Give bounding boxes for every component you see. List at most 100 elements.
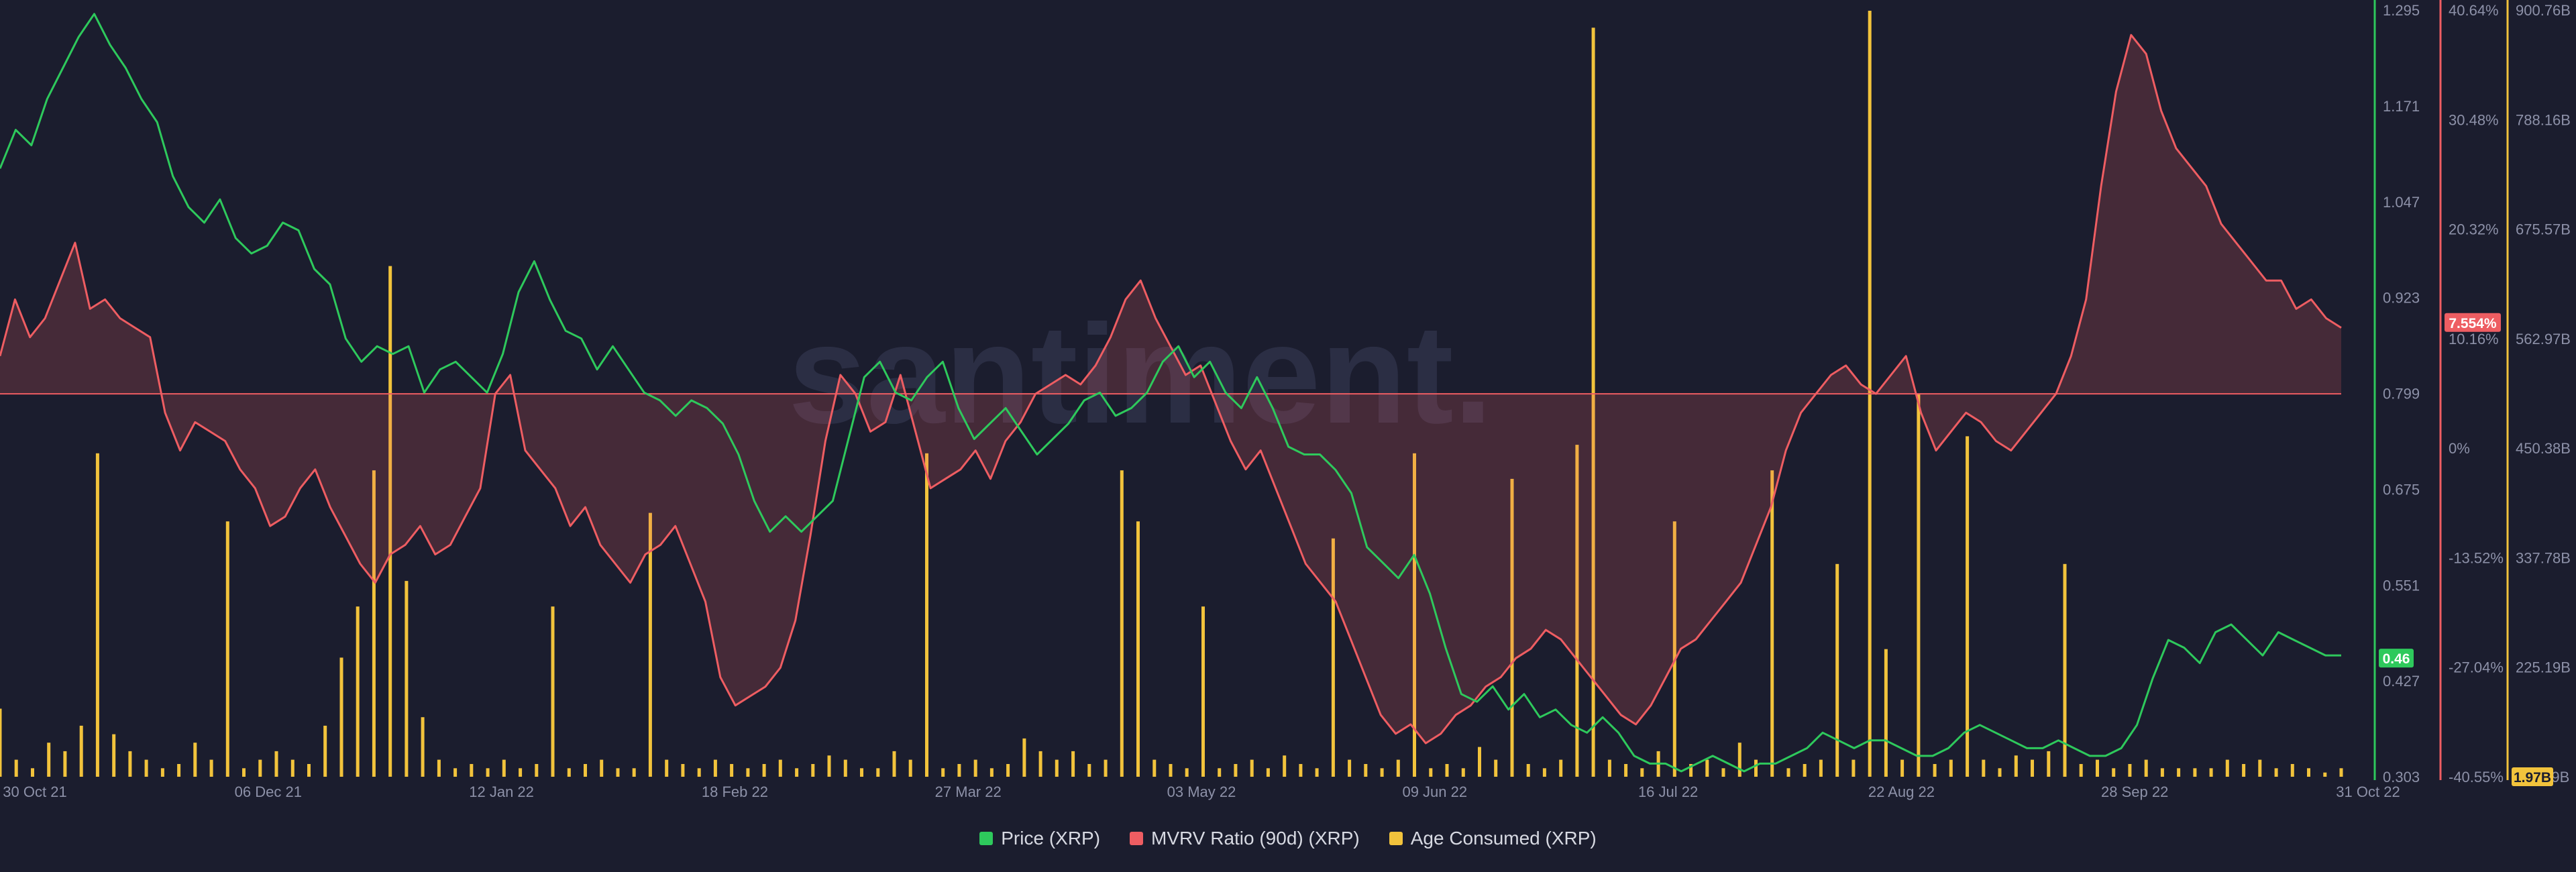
mvrv-badge-bg <box>2445 313 2501 332</box>
age-consumed-bar <box>1120 470 1124 777</box>
age-consumed-bar <box>2160 768 2164 777</box>
age-consumed-bar <box>307 764 311 777</box>
age-consumed-bar <box>405 581 409 777</box>
age-consumed-bar <box>2307 768 2310 777</box>
age-consumed-bar <box>1607 759 1611 777</box>
x-axis-tick: 31 Oct 22 <box>2336 783 2400 800</box>
legend-item-age[interactable]: Age Consumed (XRP) <box>1389 828 1597 849</box>
age-consumed-bar <box>1413 453 1416 777</box>
legend-item-price[interactable]: Price (XRP) <box>979 828 1100 849</box>
age-consumed-bar <box>2128 764 2132 777</box>
age-consumed-bar <box>1851 759 1856 777</box>
watermark: santiment. <box>788 295 1493 453</box>
age-consumed-bar <box>1396 759 1400 777</box>
age-consumed-bar <box>225 521 229 777</box>
mvrv-series <box>0 34 2342 745</box>
x-axis-tick: 06 Dec 21 <box>235 783 302 800</box>
age-consumed-bar <box>1152 759 1157 777</box>
x-axis-tick: 03 May 22 <box>1167 783 1236 800</box>
age-consumed-bar <box>1721 768 1725 777</box>
age-consumed-bar <box>1966 436 1970 777</box>
age-consumed-bar <box>274 751 278 777</box>
age-consumed-bar <box>697 768 701 777</box>
price-axis-tick: 0.799 <box>2383 386 2420 402</box>
age-axis-tick: 225.19B <box>2516 659 2571 676</box>
x-axis-tick: 18 Feb 22 <box>702 783 768 800</box>
age-consumed-bar <box>2323 772 2327 777</box>
age-consumed-bar <box>1104 759 1108 777</box>
age-consumed-bar <box>242 768 246 777</box>
age-consumed-bar <box>989 768 994 777</box>
price-axis-tick: 0.427 <box>2383 673 2420 690</box>
age-consumed-bar <box>746 768 750 777</box>
age-consumed-bar <box>2258 759 2262 777</box>
age-consumed-bar <box>1380 768 1384 777</box>
age-consumed-bar <box>2079 764 2083 777</box>
age-consumed-bar <box>713 759 717 777</box>
age-consumed-bar <box>730 764 734 777</box>
age-consumed-bar <box>519 768 523 777</box>
age-consumed-bar <box>2242 764 2246 777</box>
price-badge-bg <box>2379 649 2414 668</box>
price-axis-tick: 0.551 <box>2383 577 2420 594</box>
age-consumed-bar <box>1185 768 1189 777</box>
age-consumed-bar <box>584 764 587 777</box>
age-consumed-bar <box>2047 751 2051 777</box>
age-consumed-bar <box>1559 759 1563 777</box>
age-consumed-bar <box>290 759 294 777</box>
age-consumed-bar <box>388 266 392 777</box>
age-consumed-bar <box>1640 768 1644 777</box>
legend-label-age: Age Consumed (XRP) <box>1410 828 1597 849</box>
age-consumed-bar <box>2031 759 2034 777</box>
age-consumed-bar <box>1982 759 1986 777</box>
age-consumed-bar <box>1445 764 1449 777</box>
legend-label-mvrv: MVRV Ratio (90d) (XRP) <box>1151 828 1360 849</box>
age-consumed-bar <box>1055 759 1059 777</box>
mvrv-axis-tick: 30.48% <box>2449 111 2499 128</box>
age-consumed-bar <box>144 759 148 777</box>
age-consumed-bar <box>551 606 555 777</box>
age-consumed-bar <box>1575 445 1579 777</box>
age-consumed-bar <box>1169 764 1173 777</box>
age-consumed-bar <box>47 743 51 777</box>
age-consumed-bar <box>681 764 685 777</box>
age-consumed-bar <box>1803 764 1807 777</box>
axis-badges: 0.46 7.554% 1.97B <box>2379 313 2553 786</box>
age-consumed-bar <box>973 759 977 777</box>
age-consumed-bar <box>486 768 490 777</box>
age-axis-tick: 788.16B <box>2516 111 2571 128</box>
age-consumed-bar <box>1526 764 1530 777</box>
age-consumed-bar <box>160 768 164 777</box>
mvrv-axis-tick: 0% <box>2449 440 2470 457</box>
age-consumed-bar <box>1835 563 1839 777</box>
age-consumed-bar <box>2225 759 2229 777</box>
age-consumed-bar <box>1038 751 1042 777</box>
age-consumed-bar <box>177 764 181 777</box>
age-axis-tick: 337.78B <box>2516 549 2571 566</box>
age-consumed-bar <box>2339 768 2343 777</box>
age-consumed-bar <box>2274 768 2278 777</box>
x-axis: 30 Oct 21 06 Dec 21 12 Jan 22 18 Feb 22 27 M… <box>3 783 2400 800</box>
age-consumed-bar <box>827 755 831 777</box>
age-axis-tick: 562.97B <box>2516 331 2571 347</box>
mvrv-axis-tick: -40.55% <box>2449 769 2504 785</box>
age-consumed-bar <box>437 759 441 777</box>
age-consumed-bar <box>339 657 343 777</box>
price-axis-tick: 0.675 <box>2383 481 2420 498</box>
x-axis-tick: 27 Mar 22 <box>935 783 1002 800</box>
age-consumed-bar <box>1900 759 1904 777</box>
age-consumed-bar <box>648 512 652 777</box>
age-consumed-bar <box>79 725 83 777</box>
age-consumed-bars <box>0 11 2343 777</box>
x-axis-tick: 16 Jul 22 <box>1638 783 1698 800</box>
age-consumed-bar <box>63 751 67 777</box>
age-consumed-bar <box>2144 759 2148 777</box>
legend-item-mvrv[interactable]: MVRV Ratio (90d) (XRP) <box>1130 828 1360 849</box>
age-consumed-bar <box>632 768 636 777</box>
mvrv-axis-tick: 20.32% <box>2449 221 2499 238</box>
age-consumed-bar <box>1705 759 1709 777</box>
age-consumed-bar <box>1542 768 1546 777</box>
legend: Price (XRP) MVRV Ratio (90d) (XRP) Age C… <box>0 824 2576 853</box>
age-consumed-bar <box>1087 764 1091 777</box>
age-consumed-bar <box>1299 764 1303 777</box>
